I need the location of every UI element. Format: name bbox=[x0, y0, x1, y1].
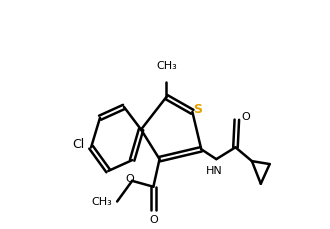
Text: S: S bbox=[193, 103, 203, 116]
Text: O: O bbox=[125, 174, 134, 184]
Text: Cl: Cl bbox=[72, 138, 84, 151]
Text: CH₃: CH₃ bbox=[92, 196, 113, 207]
Text: CH₃: CH₃ bbox=[156, 61, 177, 71]
Text: O: O bbox=[241, 112, 250, 123]
Text: O: O bbox=[149, 215, 158, 225]
Text: HN: HN bbox=[206, 166, 222, 176]
